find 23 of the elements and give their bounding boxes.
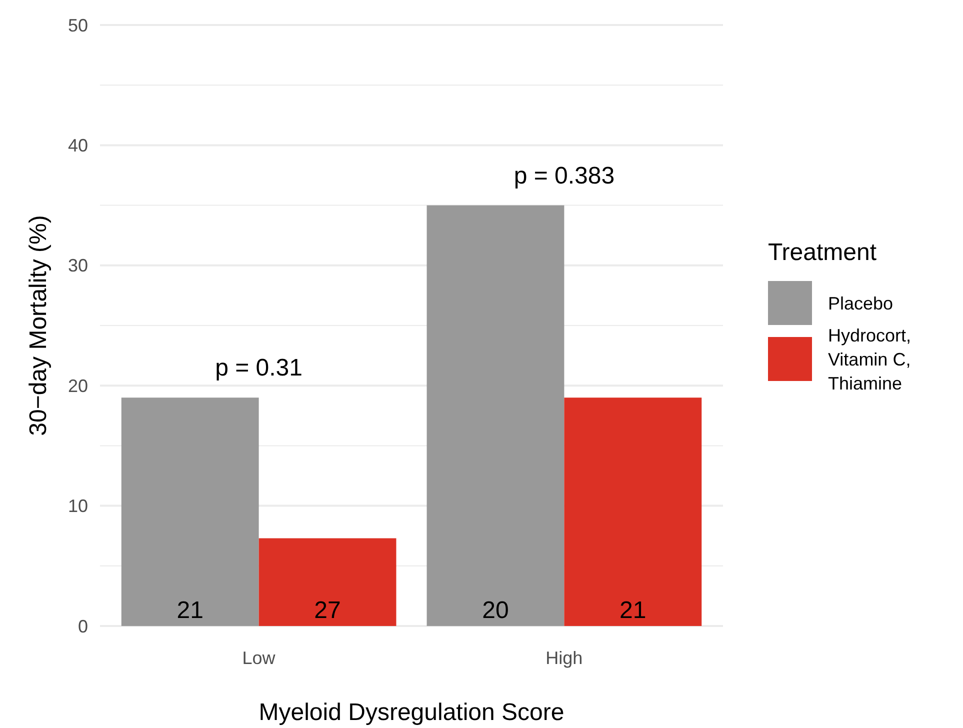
legend-title: Treatment — [768, 239, 877, 266]
bar — [258, 538, 396, 626]
bar — [426, 205, 564, 626]
y-tick-label: 40 — [68, 136, 88, 156]
y-tick-label: 30 — [68, 256, 88, 276]
y-tick-label: 10 — [68, 496, 88, 516]
text: Hydrocort, Vitamin C, Thiamine — [828, 325, 912, 394]
annotation: 21 — [176, 597, 204, 624]
text: Placebo — [828, 293, 894, 314]
annotation: p = 0.383 — [514, 162, 615, 190]
annotation: p = 0.31 — [215, 354, 303, 382]
bar — [564, 398, 702, 626]
x-axis-title: Myeloid Dysregulation Score — [258, 699, 564, 726]
bar — [121, 398, 259, 626]
y-axis-title: 30−day Mortality (%) — [25, 215, 52, 436]
x-tick-label: High — [546, 648, 583, 668]
y-tick-label: 0 — [78, 616, 88, 636]
annotation: 20 — [482, 597, 509, 624]
annotation: 21 — [620, 597, 646, 624]
x-tick-label: Low — [242, 648, 276, 668]
y-tick-label: 50 — [68, 15, 88, 36]
y-tick-label: 20 — [68, 376, 88, 396]
annotation: 27 — [314, 597, 341, 624]
